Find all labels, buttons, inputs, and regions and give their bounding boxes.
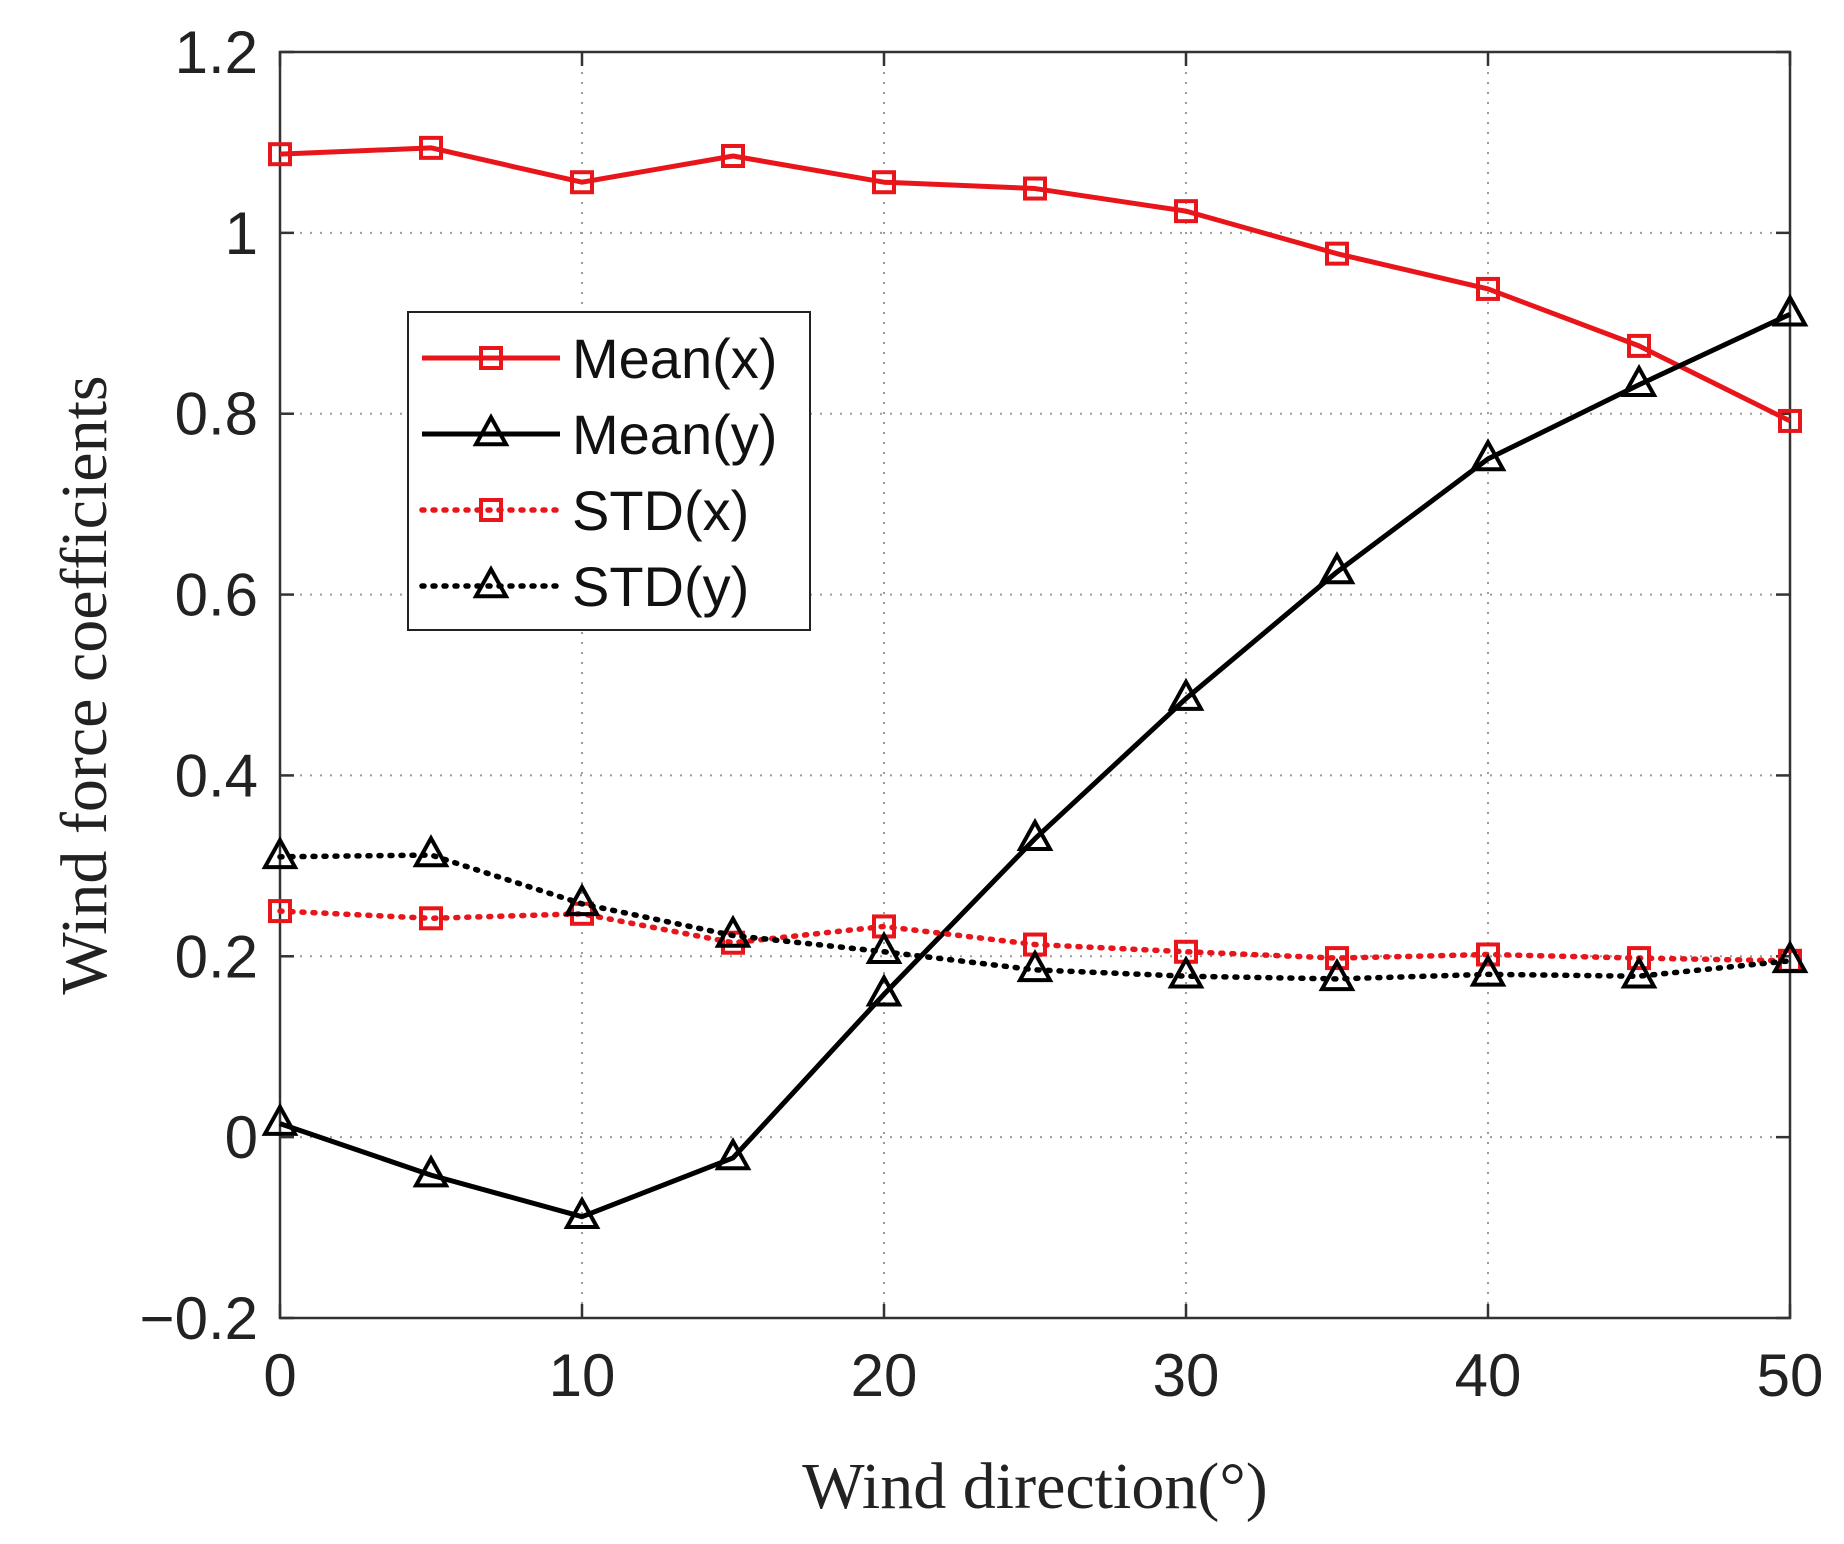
data-point-std-y (1469, 953, 1507, 987)
y-tick-label: −0.2 (140, 1285, 258, 1352)
y-tick-label: 0.4 (175, 742, 258, 809)
data-point-mean-x (1476, 276, 1500, 301)
y-tick-label: 0.8 (175, 381, 258, 448)
tick-labels: 0 10 20 30 40 50−0.200.20.40.60.811.2 (140, 19, 1824, 1409)
legend: Mean(x) Mean(y) STD(x) STD(y) (407, 311, 811, 631)
data-point-mean-x (1023, 176, 1047, 201)
data-point-mean-x (1174, 199, 1198, 224)
series-line-std-y (277, 852, 1793, 982)
legend-item-mean-x: Mean(x) (422, 327, 777, 390)
series-line-mean-y (279, 311, 1792, 1220)
data-point-std-y (714, 914, 752, 948)
data-point-mean-x (570, 170, 594, 195)
data-point-mean-y (1167, 677, 1205, 711)
y-tick-label: 1 (225, 200, 258, 267)
series-mean-x (268, 135, 1802, 433)
data-point-mean-y (1469, 438, 1507, 472)
data-series (261, 135, 1809, 1229)
data-point-mean-y (563, 1195, 601, 1229)
data-point-std-x (1325, 946, 1349, 971)
legend-marker-mean-x (479, 346, 503, 370)
data-point-std-y (1318, 958, 1356, 992)
data-point-std-y (412, 834, 450, 868)
legend-label-std-x: STD(x) (572, 479, 749, 542)
x-tick-label: 10 (549, 1342, 616, 1409)
data-point-std-y (1016, 948, 1054, 983)
x-axis-title: Wind direction(°) (802, 1450, 1267, 1523)
legend-label-mean-x: Mean(x) (572, 327, 777, 390)
y-tick-label: 0.2 (175, 923, 258, 990)
data-point-std-y (261, 835, 299, 870)
legend-item-mean-y: Mean(y) (422, 403, 777, 466)
x-tick-label: 40 (1455, 1342, 1522, 1409)
data-point-std-y (1167, 955, 1205, 989)
x-tick-label: 0 (263, 1342, 296, 1409)
legend-marker-std-x (479, 498, 503, 522)
legend-item-std-y: STD(y) (419, 555, 749, 618)
legend-marker-mean-y (472, 413, 510, 447)
x-tick-label: 20 (851, 1342, 918, 1409)
data-point-mean-x (419, 135, 443, 160)
data-point-std-x (419, 906, 443, 931)
data-point-mean-y (1771, 293, 1809, 327)
data-point-mean-x (1325, 241, 1349, 266)
data-point-std-x (1627, 946, 1651, 971)
data-point-mean-y (1016, 817, 1054, 851)
data-point-mean-y (261, 1102, 299, 1136)
series-mean-y (261, 293, 1809, 1229)
x-tick-label: 30 (1153, 1342, 1220, 1409)
data-point-mean-x (1627, 333, 1651, 358)
data-point-mean-x (268, 142, 292, 167)
data-point-std-y (1620, 955, 1658, 989)
data-point-std-y (865, 930, 903, 965)
legend-label-std-y: STD(y) (572, 555, 749, 618)
data-point-mean-y (865, 973, 903, 1007)
legend-marker-std-y (472, 565, 510, 599)
series-line-std-x (277, 908, 1793, 964)
legend-label-mean-y: Mean(y) (572, 403, 777, 466)
data-point-std-x (268, 899, 292, 924)
data-point-mean-x (1778, 408, 1802, 433)
data-point-mean-y (1620, 363, 1658, 398)
data-point-std-y (1771, 939, 1809, 974)
axis-ticks (278, 50, 1792, 1320)
data-point-mean-y (412, 1154, 450, 1188)
data-point-mean-x (721, 143, 745, 168)
plot-frame (278, 50, 1792, 1320)
data-point-mean-y (1318, 551, 1356, 585)
data-point-mean-y (714, 1137, 752, 1171)
legend-box (407, 311, 811, 631)
data-point-std-y (563, 882, 601, 917)
y-tick-label: 1.2 (175, 19, 258, 86)
y-tick-label: 0.6 (175, 562, 258, 629)
data-point-std-x (1476, 942, 1500, 967)
legend-item-std-x: STD(x) (419, 479, 749, 542)
data-point-mean-x (872, 170, 896, 195)
series-line-mean-x (279, 145, 1792, 424)
series-std-y (261, 834, 1809, 992)
y-tick-label: 0 (225, 1104, 258, 1171)
y-axis-title: Wind force coefficients (48, 375, 121, 994)
x-tick-label: 50 (1757, 1342, 1824, 1409)
